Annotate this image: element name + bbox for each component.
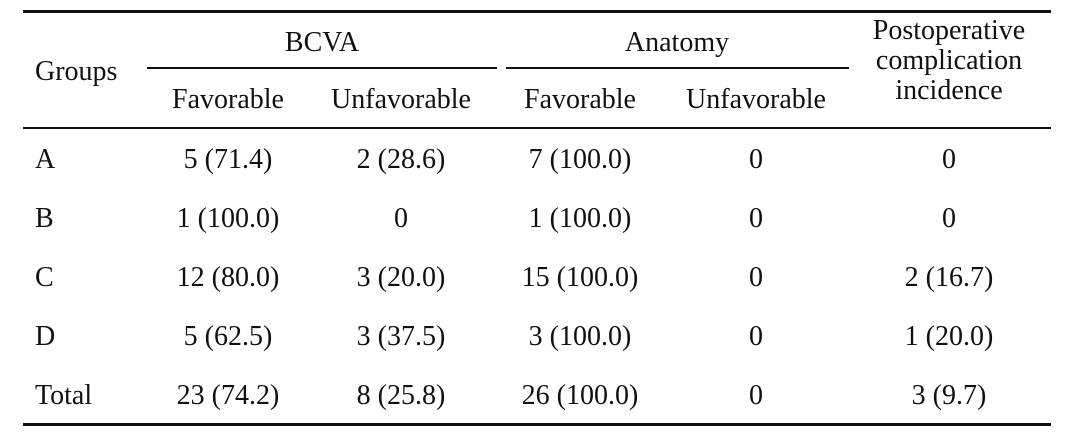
row-a-bcva-unfavorable: 2 (28.6) — [356, 144, 446, 175]
header-bcva-unfavorable: Unfavorable — [331, 84, 471, 115]
row-d-anatomy-unfavorable: 0 — [749, 321, 763, 352]
row-c-bcva-unfavorable: 3 (20.0) — [356, 262, 446, 293]
header-anatomy: Anatomy — [624, 27, 730, 58]
row-total-anatomy-favorable: 26 (100.0) — [521, 380, 639, 411]
header-bottom-rule — [23, 127, 1051, 129]
row-d-anatomy-favorable: 3 (100.0) — [528, 321, 632, 352]
header-bcva-favorable: Favorable — [172, 84, 284, 115]
bcva-group-rule — [147, 67, 497, 69]
row-c-anatomy-unfavorable: 0 — [749, 262, 763, 293]
header-groups: Groups — [35, 56, 118, 87]
header-complication-line-1: Postoperative — [872, 15, 1026, 46]
row-total-bcva-unfavorable: 8 (25.8) — [356, 380, 446, 411]
header-anatomy-unfavorable: Unfavorable — [686, 84, 826, 115]
row-b-bcva-favorable: 1 (100.0) — [176, 203, 280, 234]
header-bcva: BCVA — [284, 27, 360, 58]
data-table: Groups BCVA Anatomy Postoperative compli… — [23, 0, 1051, 440]
row-a-anatomy-favorable: 7 (100.0) — [528, 144, 632, 175]
row-d-bcva-unfavorable: 3 (37.5) — [356, 321, 446, 352]
row-a-bcva-favorable: 5 (71.4) — [183, 144, 273, 175]
row-total-group: Total — [35, 380, 93, 411]
row-a-anatomy-unfavorable: 0 — [749, 144, 763, 175]
row-d-group: D — [35, 321, 56, 352]
row-b-bcva-unfavorable: 0 — [394, 203, 408, 234]
header-complication: Postoperative complication incidence — [873, 16, 1025, 106]
row-total-bcva-favorable: 23 (74.2) — [176, 380, 280, 411]
row-c-bcva-favorable: 12 (80.0) — [176, 262, 280, 293]
row-b-anatomy-unfavorable: 0 — [749, 203, 763, 234]
row-a-group: A — [35, 144, 56, 175]
row-b-complication: 0 — [942, 203, 956, 234]
header-complication-line-2: complication — [875, 45, 1023, 76]
row-d-complication: 1 (20.0) — [904, 321, 994, 352]
row-total-complication: 3 (9.7) — [911, 380, 987, 411]
row-b-group: B — [35, 203, 54, 234]
table-top-rule — [23, 10, 1051, 13]
header-complication-line-3: incidence — [895, 75, 1003, 106]
row-d-bcva-favorable: 5 (62.5) — [183, 321, 273, 352]
row-c-complication: 2 (16.7) — [904, 262, 994, 293]
row-total-anatomy-unfavorable: 0 — [749, 380, 763, 411]
table-bottom-rule — [23, 423, 1051, 426]
row-c-anatomy-favorable: 15 (100.0) — [521, 262, 639, 293]
row-c-group: C — [35, 262, 54, 293]
row-a-complication: 0 — [942, 144, 956, 175]
row-b-anatomy-favorable: 1 (100.0) — [528, 203, 632, 234]
header-anatomy-favorable: Favorable — [524, 84, 636, 115]
anatomy-group-rule — [506, 67, 849, 69]
